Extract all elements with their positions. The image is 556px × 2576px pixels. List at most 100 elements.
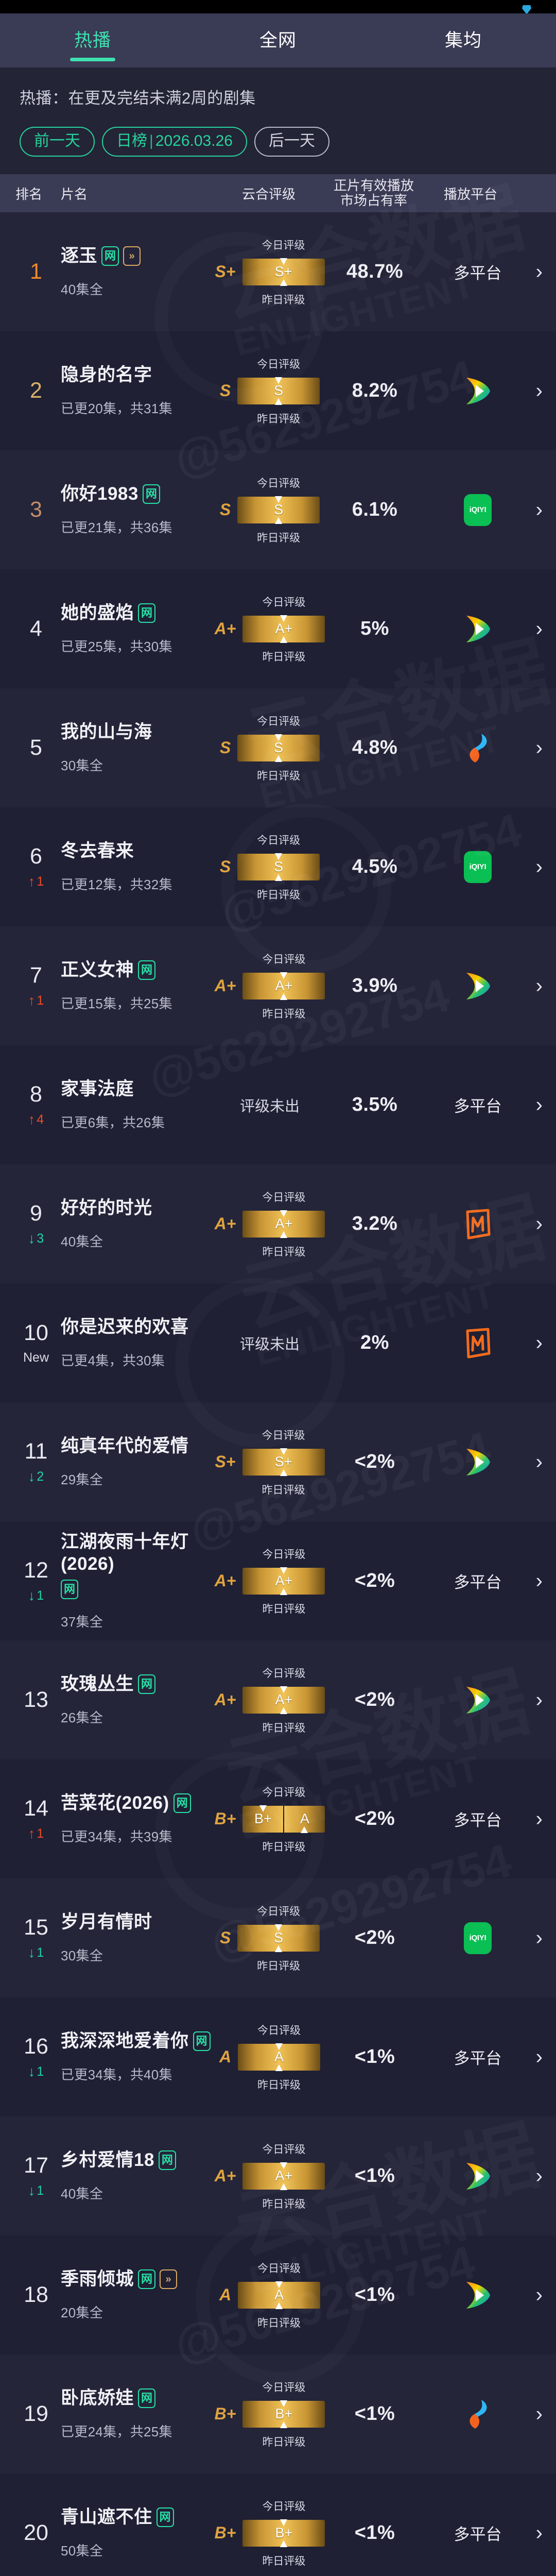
market-share-cell: <2% <box>354 1808 395 1829</box>
table-row[interactable]: 12 ↓ 1 江湖夜雨十年灯(2026) 网 37集全 A+ A+ 今日评级 昨日评级 <2% 多平台… <box>0 1521 556 1640</box>
chevron-right-icon[interactable]: › <box>535 1450 543 1473</box>
chevron-right-icon[interactable]: › <box>535 1926 543 1949</box>
table-row[interactable]: 17 ↓ 1 乡村爱情18 网 40集全 A+ A+ 今日评级 昨日评级 <1% › <box>0 2116 556 2235</box>
table-row[interactable]: 1 逐玉网» 40集全 S+ S+ 今日评级 昨日评级 48.7% 多平台 › <box>0 212 556 331</box>
title-cell: 乡村爱情18 网 40集全 <box>61 2116 231 2235</box>
chevron-right-icon[interactable]: › <box>535 617 543 640</box>
show-title: 隐身的名字 <box>61 364 152 385</box>
platform-cell <box>431 1164 524 1283</box>
web-drama-tag-icon: 网 <box>173 1793 191 1813</box>
table-row[interactable]: 11 ↓ 2 纯真年代的爱情 29集全 S+ S+ 今日评级 昨日评级 <2% › <box>0 1402 556 1521</box>
next-day-button[interactable]: 后一天 <box>254 127 329 157</box>
table-row[interactable]: 4 她的盛焰网已更25集，共30集 A+ A+ 今日评级 昨日评级 5% › <box>0 569 556 688</box>
grade-letter: A+ <box>214 1690 236 1709</box>
grade-meter: S+ S+ 今日评级 昨日评级 <box>215 1430 325 1496</box>
table-row[interactable]: 8 ↑ 4 家事法庭 已更6集，共26集 评级未出 3.5% 多平台 › <box>0 1045 556 1164</box>
table-row[interactable]: 18 季雨倾城网» 20集全 A A 今日评级 昨日评级 <1% › <box>0 2235 556 2354</box>
chevron-right-icon[interactable]: › <box>535 2283 543 2306</box>
grade-today-marker <box>280 1448 287 1455</box>
tab-label: 热播 <box>74 30 111 50</box>
grade-bar: S 今日评级 昨日评级 <box>237 1906 320 1972</box>
table-row[interactable]: 13 玫瑰丛生网 26集全 A+ A+ 今日评级 昨日评级 <2% › <box>0 1640 556 1759</box>
tab-2[interactable]: 集均 <box>371 13 556 67</box>
table-row[interactable]: 2 隐身的名字 已更20集，共31集 S S 今日评级 昨日评级 8.2% › <box>0 331 556 450</box>
grade-yesterday-marker <box>280 1707 288 1714</box>
episode-info: 已更20集，共31集 <box>61 401 172 417</box>
rank-number: 5 <box>30 735 42 760</box>
chevron-right-icon[interactable]: › <box>535 379 543 402</box>
grade-cell: B+ B+ 今日评级 昨日评级 <box>198 2354 342 2473</box>
grade-today-marker <box>275 2281 283 2288</box>
grade-bar: A+ 今日评级 昨日评级 <box>242 2144 325 2210</box>
chevron-right-icon[interactable]: › <box>535 2045 543 2068</box>
show-title: 好好的时光 <box>61 1197 152 1218</box>
rank-cell: 17 ↓ 1 <box>11 2116 61 2235</box>
chevron-right-icon[interactable]: › <box>535 1331 543 1354</box>
arrow-glyph: ↑ <box>28 873 36 889</box>
arrow-glyph: ↓ <box>28 1230 36 1246</box>
header-share-line2: 市场占有率 <box>340 193 408 208</box>
current-period-button[interactable]: 日榜 | 2026.03.26 <box>102 127 247 157</box>
title-cell: 她的盛焰网已更25集，共30集 <box>61 569 231 688</box>
chevron-right-icon[interactable]: › <box>535 1807 543 1830</box>
grade-yesterday-marker <box>275 2302 283 2309</box>
rank-cell: 15 ↓ 1 <box>11 1878 61 1997</box>
table-row[interactable]: 20 青山遮不住网 50集全 B+ B+ 今日评级 昨日评级 <1% 多平台 › <box>0 2473 556 2576</box>
platform-label: 多平台 <box>454 1097 502 1115</box>
title-cell: 纯真年代的爱情 29集全 <box>61 1402 231 1521</box>
table-row[interactable]: 3 你好1983 网已更21集，共36集 S S 今日评级 昨日评级 6.1% iQIYI › <box>0 450 556 569</box>
rank-cell: 19 <box>11 2354 61 2473</box>
web-drama-tag-icon: 网 <box>193 2031 211 2051</box>
grade-today-value: A+ <box>275 1573 293 1588</box>
chevron-right-icon[interactable]: › <box>535 2521 543 2544</box>
new-badge: New <box>23 1350 49 1365</box>
grade-letter: S <box>219 381 231 400</box>
grade-today-value: B+ <box>275 2406 293 2421</box>
chevron-right-icon[interactable]: › <box>535 1688 543 1711</box>
rank-change-up-icon: ↑ 1 <box>28 1826 44 1841</box>
table-row[interactable]: 5 我的山与海 30集全 S S 今日评级 昨日评级 4.8% › <box>0 688 556 807</box>
title-line: 青山遮不住网 <box>61 2506 231 2529</box>
chevron-right-icon[interactable]: › <box>535 2402 543 2425</box>
grade-yesterday-marker <box>280 2540 288 2547</box>
table-row[interactable]: 9 ↓ 3 好好的时光 40集全 A+ A+ 今日评级 昨日评级 3.2% › <box>0 1164 556 1283</box>
tab-1[interactable]: 全网 <box>185 13 371 67</box>
table-row[interactable]: 7 ↑ 1 正义女神网已更15集，共25集 A+ A+ 今日评级 昨日评级 3.9% › <box>0 926 556 1045</box>
chevron-right-icon[interactable]: › <box>535 1212 543 1235</box>
chevron-right-icon[interactable]: › <box>535 974 543 997</box>
rank-change-down-icon: ↓ 2 <box>28 1469 44 1484</box>
grade-yesterday-label: 昨日评级 <box>257 2079 301 2091</box>
title-line: 乡村爱情18 网 <box>61 2149 231 2172</box>
rank-change-value: 1 <box>37 993 44 1008</box>
arrow-glyph: ↓ <box>28 1587 36 1603</box>
rank-number: 1 <box>30 259 42 284</box>
market-share-cell: 6.1% <box>352 499 398 520</box>
table-row[interactable]: 14 ↑ 1 苦菜花(2026) 网已更34集，共39集 B+ B+ A 今日评级 昨日评级 <2%… <box>0 1759 556 1878</box>
chevron-right-icon[interactable]: › <box>535 736 543 759</box>
chevron-right-icon[interactable]: › <box>535 2164 543 2187</box>
header-title: 片名 <box>61 186 88 202</box>
grade-cell: S S 今日评级 昨日评级 <box>198 331 342 450</box>
chevron-right-icon[interactable]: › <box>535 1093 543 1116</box>
grade-meter: A A 今日评级 昨日评级 <box>219 2025 321 2091</box>
chevron-right-icon[interactable]: › <box>535 498 543 521</box>
table-row[interactable]: 6 ↑ 1 冬去春来 已更12集，共32集 S S 今日评级 昨日评级 4.5% iQIYI › <box>0 807 556 926</box>
table-row[interactable]: 15 ↓ 1 岁月有情时 30集全 S S 今日评级 昨日评级 <2% iQIYI › <box>0 1878 556 1997</box>
title-line: 玫瑰丛生网 <box>61 1673 231 1696</box>
table-row[interactable]: 10 New 你是迟来的欢喜 已更4集，共30集 评级未出 2% › <box>0 1283 556 1402</box>
prev-day-button[interactable]: 前一天 <box>20 127 95 157</box>
episode-info: 40集全 <box>61 2186 103 2202</box>
chevron-right-icon[interactable]: › <box>535 260 543 283</box>
chevron-right-icon[interactable]: › <box>535 855 543 878</box>
episode-info: 50集全 <box>61 2543 103 2559</box>
table-row[interactable]: 19 卧底娇娃网已更24集，共25集 B+ B+ 今日评级 昨日评级 <1% › <box>0 2354 556 2473</box>
grade-meter: B+ B+ A 今日评级 昨日评级 <box>215 1787 325 1853</box>
show-title: 我的山与海 <box>61 721 152 742</box>
title-line: 苦菜花(2026) 网 <box>61 1792 231 1815</box>
web-drama-tag-icon: 网 <box>156 2507 174 2527</box>
tab-0[interactable]: 热播 <box>0 13 185 67</box>
table-row[interactable]: 16 ↓ 1 我深深地爱着你网已更34集，共40集 A A 今日评级 昨日评级 <1% 多平台 › <box>0 1997 556 2116</box>
chevron-right-icon[interactable]: › <box>535 1569 543 1592</box>
rank-cell: 7 ↑ 1 <box>11 926 61 1045</box>
tencent-video-icon <box>463 1685 492 1715</box>
